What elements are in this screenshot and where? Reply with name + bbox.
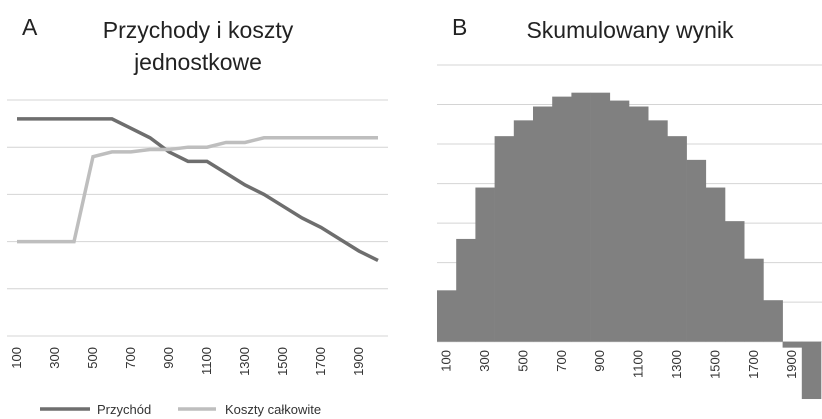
x-tick-label: 1900 — [351, 347, 366, 376]
bar — [629, 106, 649, 342]
bar — [456, 238, 476, 342]
x-tick-label: 900 — [161, 347, 176, 369]
x-tick-label: 700 — [554, 350, 569, 372]
chart-title: Skumulowany wynik — [526, 17, 734, 43]
panel-label: B — [452, 14, 468, 40]
bar — [705, 187, 726, 342]
line-series — [17, 117, 379, 263]
x-tick-label: 300 — [47, 347, 62, 369]
x-tick-label: 500 — [515, 350, 530, 372]
line-series — [17, 136, 378, 244]
x-tick-label: 1900 — [784, 350, 799, 379]
bar — [667, 136, 687, 342]
bar — [801, 341, 822, 400]
bar — [590, 92, 611, 342]
bar — [725, 221, 745, 342]
bar — [533, 106, 553, 342]
x-tick-label: 1100 — [199, 347, 214, 375]
bar — [782, 341, 803, 348]
bar — [437, 290, 457, 342]
x-tick-label: 300 — [477, 350, 492, 372]
x-tick-label: 1300 — [237, 347, 252, 376]
x-tick-label: 1700 — [746, 350, 761, 379]
bar — [686, 159, 707, 342]
bar — [494, 136, 515, 342]
x-tick-label: 100 — [9, 347, 24, 369]
bar — [552, 96, 572, 342]
x-tick-label: 1500 — [707, 350, 722, 379]
bar — [513, 120, 534, 342]
x-tick-label: 100 — [439, 350, 454, 372]
x-tick-label: 1500 — [275, 347, 290, 376]
bar — [763, 300, 783, 342]
x-tick-label: 1700 — [313, 347, 328, 376]
panel-label: A — [22, 14, 38, 40]
bar — [648, 120, 668, 342]
legend-label: Przychód — [97, 402, 151, 417]
x-tick-label: 1100 — [631, 350, 646, 378]
chart-title: Przychody i koszty jednostkowe — [102, 17, 294, 75]
x-tick-label: 700 — [123, 347, 138, 369]
legend-label: Koszty całkowite — [225, 402, 321, 417]
x-tick-label: 1300 — [669, 350, 684, 379]
bar — [744, 258, 764, 342]
x-tick-label: 500 — [85, 347, 100, 369]
bar — [609, 100, 630, 342]
bar — [571, 92, 591, 342]
x-tick-label: 900 — [592, 350, 607, 372]
bar — [475, 187, 495, 342]
